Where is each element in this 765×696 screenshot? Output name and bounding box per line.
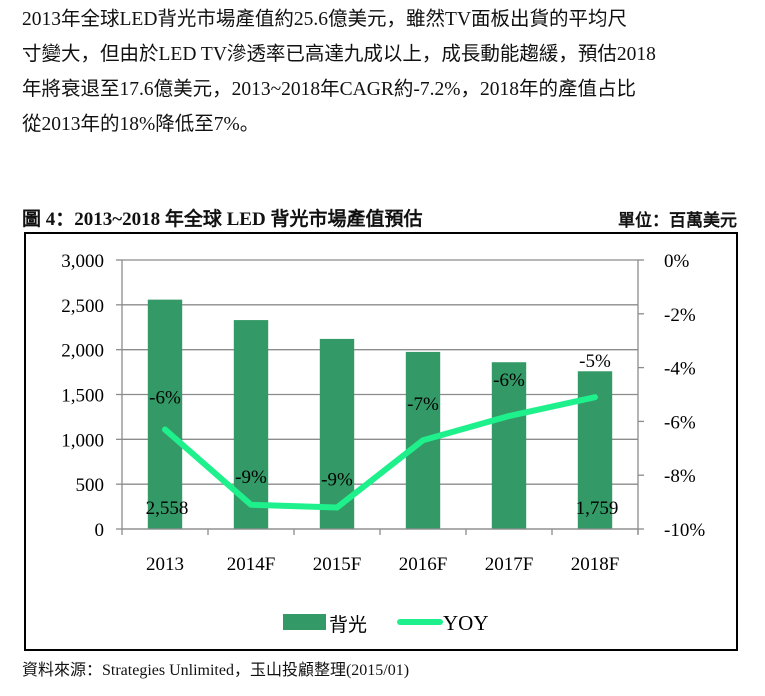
bar-2013 [147,299,183,529]
right-axis-tick-label: -10% [664,520,705,541]
x-axis-tick-label: 2013 [146,554,184,575]
left-axis-tick-label: 2,000 [61,341,104,362]
yoy-data-label: -5% [579,351,611,372]
left-axis-tick-label: 500 [76,475,105,496]
paragraph-line: 從2013年的18%降低至7%。 [22,114,260,135]
yoy-data-label: -6% [493,370,525,391]
yoy-data-label: -6% [149,387,181,408]
right-axis-tick-label: 0% [664,251,690,272]
right-axis-tick-label: -6% [664,412,696,433]
legend-label-line: YOY [443,611,489,635]
left-axis-tick-label: 3,000 [61,251,104,272]
paragraph-line: 2013年全球LED背光市場產值約25.6億美元，雖然TV面板出貨的平均尺 [22,9,628,30]
left-axis-tick-label: 0 [95,520,105,541]
right-axis-tick-label: -4% [664,359,696,380]
left-axis-tick-label: 1,000 [61,430,104,451]
chart-frame [24,232,738,651]
legend-label-bar: 背光 [329,614,367,636]
paragraph-line: 年將衰退至17.6億美元，2013~2018年CAGR約-7.2%，2018年的… [22,79,636,100]
paragraph-line: 寸變大，但由於LED TV滲透率已高達九成以上，成長動能趨緩，預估2018 [22,44,656,65]
yoy-line [162,394,598,511]
x-axis-tick-label: 2016F [399,554,448,575]
bar-2017F [491,362,527,529]
legend-swatch-bar [283,614,326,630]
left-axis-tick-label: 2,500 [61,296,104,317]
x-axis-tick-label: 2014F [227,554,276,575]
bar-data-label: 2,558 [146,498,189,519]
figure-unit: 單位：百萬美元 [618,211,737,231]
yoy-data-label: -9% [321,469,353,490]
x-axis-tick-label: 2018F [571,554,620,575]
figure-source: 資料來源：Strategies Unlimited，玉山投顧整理(2015/01… [22,662,410,679]
yoy-data-label: -7% [407,394,439,415]
body-paragraph: 2013年全球LED背光市場產值約25.6億美元，雖然TV面板出貨的平均尺 寸變… [22,2,752,142]
right-axis-tick-label: -2% [664,305,696,326]
left-axis-tick-label: 1,500 [61,386,104,407]
x-axis-tick-label: 2017F [485,554,534,575]
x-axis-tick-label: 2015F [313,554,362,575]
figure-title: 圖 4：2013~2018 年全球 LED 背光市場產值預估 [22,209,423,230]
yoy-data-label: -9% [235,467,267,488]
right-axis-tick-label: -8% [664,466,696,487]
bar-data-label: 1,759 [576,498,619,519]
